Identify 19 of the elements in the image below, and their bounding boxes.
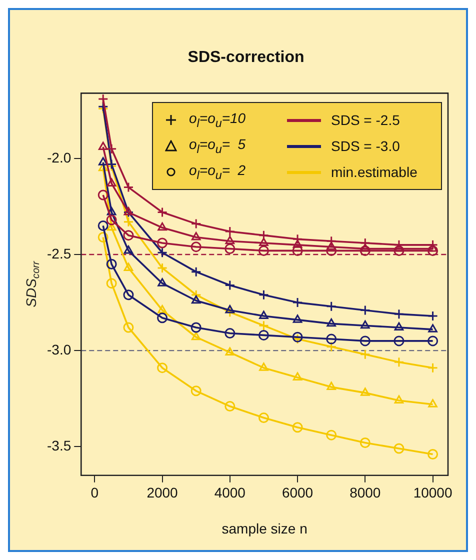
x-tick-label: 8000 — [350, 484, 381, 501]
annotation: o$_{l}$=o$_{u}$= 5 — [189, 136, 247, 156]
y-axis-title: SDScorr — [22, 260, 42, 308]
x-tick-label: 4000 — [214, 484, 246, 501]
y-tick-label: -3.5 — [47, 437, 72, 454]
annotation: min.estimable — [331, 164, 418, 180]
annotation: o$_{l}$=o$_{u}$= 2 — [189, 162, 247, 182]
annotation: o$_{l}$=o$_{u}$=10 — [189, 110, 247, 130]
y-tick-label: -3.0 — [47, 341, 72, 358]
chart-title: SDS-correction — [188, 49, 304, 66]
x-axis-title: sample size n — [222, 520, 308, 536]
x-tick-label: 6000 — [282, 484, 314, 501]
y-tick-label: -2.0 — [47, 149, 72, 166]
y-tick-label: -2.5 — [47, 245, 72, 262]
annotation: SDS = -2.5 — [331, 112, 400, 128]
annotation: SDS = -3.0 — [331, 138, 400, 154]
x-tick-label: 2000 — [146, 484, 178, 501]
x-tick-label: 0 — [90, 484, 99, 501]
x-tick-label: 10000 — [413, 484, 452, 501]
